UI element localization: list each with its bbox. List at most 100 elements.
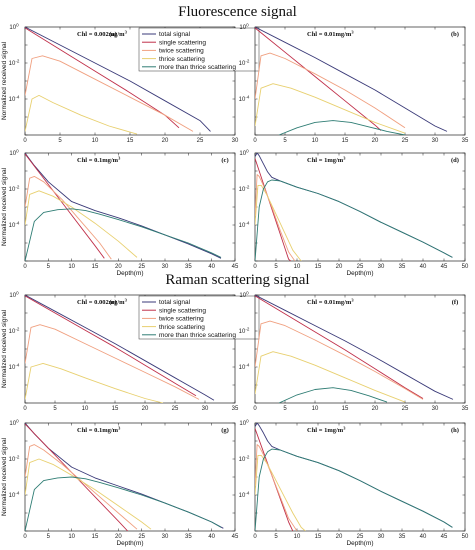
y-tick-label: 100 [239,149,249,158]
y-tick-label: 100 [239,419,249,428]
series-group [255,295,454,403]
panel-tag: (c) [221,157,228,164]
legend-label: thrice scattering [159,56,205,63]
x-tick-label: 30 [432,138,439,144]
x-tick-label: 0 [253,264,257,270]
x-tick-label: 30 [202,406,209,412]
x-tick-label: 20 [162,138,169,144]
x-tick-label: 10 [294,264,301,270]
legend-box [138,295,260,340]
x-tick-label: 35 [185,264,192,270]
series-line-total-signal [25,423,224,529]
x-tick-label: 30 [162,534,169,540]
x-tick-label: 35 [399,264,406,270]
series-line-thrice-scattering [25,362,164,403]
series-line-thrice-scattering [255,83,406,134]
x-tick-label: 15 [315,534,322,540]
series-line-twice-scattering [25,175,112,260]
legend-label: total signal [159,31,191,38]
y-tick-label: 10-4 [9,221,20,230]
y-tick-label: 10-2 [9,327,20,336]
panel-a: 0 5 10 15 20 25 30 10-4 10-2 100 Chl = 0.002mg/m3(… [1,23,260,144]
series-group [25,27,211,135]
x-tick-label: 15 [315,264,322,270]
x-tick-label: 10 [68,264,75,270]
series-line-twice-scattering [255,320,424,400]
x-tick-label: 25 [357,264,364,270]
y-tick-label: 10-4 [239,221,250,230]
series-line-twice-scattering [25,324,200,400]
x-tick-label: 30 [162,264,169,270]
x-axis-label: Depth(m) [116,540,143,547]
x-tick-label: 20 [372,406,379,412]
series-line-total-signal [25,27,211,132]
x-tick-label: 45 [232,264,239,270]
y-tick-label: 10-4 [9,363,20,372]
y-axis-label: Normalized received signal [1,309,8,388]
y-tick-label: 100 [9,23,19,32]
plot-frame [24,422,236,532]
series-line-thrice-scattering [25,94,138,135]
y-tick-label: 100 [9,149,19,158]
panel-d: 0 5 10 15 20 25 30 35 40 45 50 10-4 10-2 100 Chl = 1mg… [239,149,469,278]
x-axis-label: Depth(m) [346,270,373,277]
series-line-twice-scattering [255,52,406,129]
x-tick-label: 35 [462,138,469,144]
series-line-thrice-scattering [25,458,152,530]
series-line-single-scattering [255,27,382,131]
series-line-total-signal [255,27,448,132]
x-tick-label: 10 [294,534,301,540]
x-tick-label: 20 [115,264,122,270]
series-line-thrice-scattering [255,184,302,261]
x-tick-label: 35 [462,406,469,412]
series-line-single-scattering [25,27,180,129]
series-group [25,423,224,531]
y-tick-label: 10-4 [239,95,250,104]
x-tick-label: 10 [92,138,99,144]
x-tick-label: 45 [232,534,239,540]
x-tick-label: 15 [342,138,349,144]
panel-tag: (f) [452,299,459,306]
series-line-more-than-thrice-scattering [25,476,222,531]
panel-tag: (b) [451,31,459,38]
x-tick-label: 15 [92,534,99,540]
series-line-more-than-thrice-scattering [255,448,453,531]
plot-frame [254,152,466,262]
legend-label: single scattering [159,39,206,46]
legend-label: thrice scattering [159,324,205,331]
x-tick-label: 20 [336,534,343,540]
fluorescence-section-title: Fluorescence signal [178,4,297,20]
x-tick-label: 40 [208,264,215,270]
x-tick-label: 20 [115,534,122,540]
x-tick-label: 0 [23,406,27,412]
panel-tag: (e) [109,299,116,306]
y-tick-label: 10-4 [239,491,250,500]
series-line-single-scattering [255,295,424,399]
x-tick-label: 0 [253,138,257,144]
series-line-thrice-scattering [255,351,406,403]
x-tick-label: 25 [138,534,145,540]
series-line-twice-scattering [25,55,194,132]
series-group [25,295,215,403]
panel-chl-label: Chl = 0.1mg/m3 [77,156,121,165]
series-line-single-scattering [25,153,105,259]
panel-b: 0 5 10 15 20 25 30 35 10-4 10-2 100 Chl = 0.01mg/m3… [239,23,469,145]
series-line-thrice-scattering [25,190,138,258]
panel-chl-label: Chl = 0.002mg/m3 [77,30,128,39]
panel-chl-label: Chl = 0.1mg/m3 [77,426,121,435]
series-line-single-scattering [25,295,197,397]
x-tick-label: 45 [441,264,448,270]
series-line-thrice-scattering [255,454,306,531]
series-group [255,153,453,261]
x-tick-label: 5 [58,138,62,144]
y-tick-label: 10-2 [9,185,20,194]
y-tick-label: 100 [239,23,249,32]
series-line-more-than-thrice-scattering [25,208,222,261]
series-line-single-scattering [255,158,291,261]
x-tick-label: 30 [232,138,239,144]
x-tick-label: 0 [23,138,27,144]
x-tick-label: 5 [47,264,51,270]
x-tick-label: 15 [112,406,119,412]
x-tick-label: 30 [432,406,439,412]
